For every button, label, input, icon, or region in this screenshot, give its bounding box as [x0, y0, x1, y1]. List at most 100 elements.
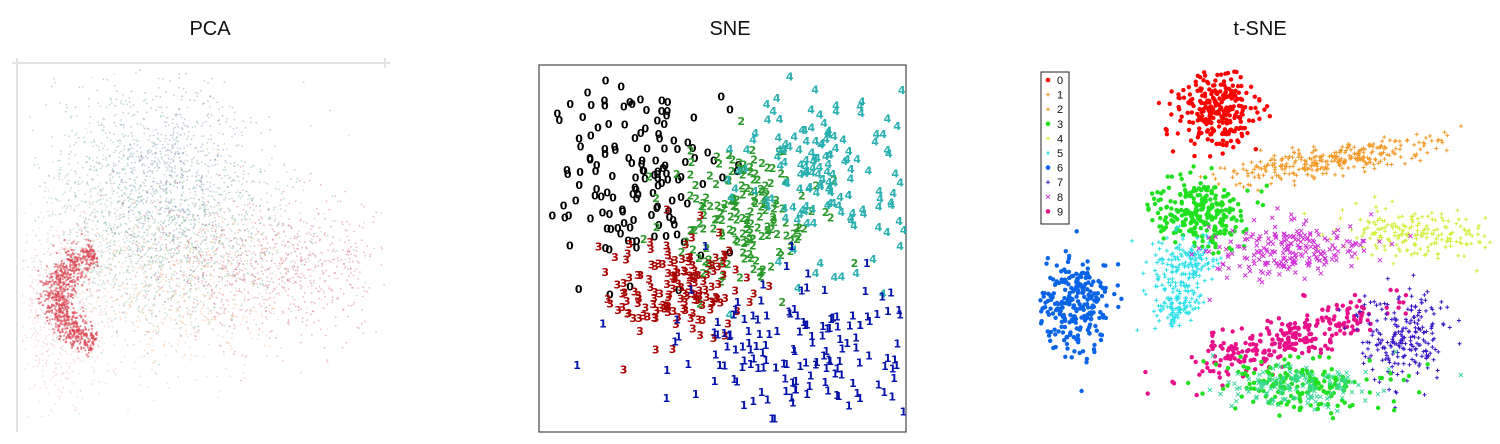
pca-point [250, 240, 253, 242]
pca-point [165, 234, 168, 237]
pca-point [145, 276, 148, 279]
pca-point [87, 235, 89, 237]
pca-point [99, 241, 102, 244]
pca-point [98, 162, 101, 165]
pca-point [27, 363, 29, 366]
pca-point [51, 213, 54, 216]
pca-point [38, 358, 41, 360]
pca-point [106, 106, 108, 109]
pca-point [203, 211, 206, 213]
pca-point [346, 279, 348, 282]
pca-point [75, 246, 77, 249]
pca-point [243, 216, 246, 219]
pca-point [41, 304, 44, 307]
pca-point [233, 315, 236, 318]
pca-point [93, 266, 96, 269]
pca-point [161, 206, 163, 209]
pca-point [289, 277, 291, 280]
pca-point [166, 162, 169, 164]
pca-point [236, 262, 238, 264]
pca-point [243, 298, 246, 301]
pca-point [201, 319, 204, 321]
pca-point [106, 246, 108, 249]
pca-point [192, 216, 194, 219]
pca-point [120, 150, 123, 153]
pca-point [255, 267, 257, 269]
pca-point [256, 297, 259, 299]
pca-point [137, 196, 140, 198]
pca-point [336, 257, 339, 259]
pca-point [178, 319, 181, 322]
pca-point [257, 278, 260, 280]
pca-point [146, 255, 149, 258]
pca-point [263, 298, 265, 301]
pca-point [168, 139, 171, 142]
pca-point [180, 194, 183, 197]
pca-point [163, 160, 165, 163]
pca-point [147, 298, 150, 301]
pca-point [233, 219, 236, 222]
pca-point [183, 230, 186, 233]
pca-point [102, 280, 105, 283]
pca-point [78, 229, 80, 232]
pca-point [215, 311, 218, 314]
pca-point [170, 209, 173, 212]
pca-point [320, 299, 323, 301]
pca-point [212, 302, 215, 305]
pca-point [77, 258, 80, 261]
pca-point [114, 244, 117, 246]
pca-point [123, 199, 126, 202]
pca-point [257, 230, 259, 233]
pca-point [274, 234, 277, 237]
pca-point [168, 212, 171, 214]
pca-point [144, 289, 147, 292]
pca-point [68, 298, 70, 301]
pca-point [65, 362, 68, 365]
pca-point [183, 354, 185, 357]
pca-point [250, 181, 253, 184]
pca-point [91, 312, 94, 315]
pca-point [182, 209, 184, 212]
pca-point [151, 172, 154, 174]
pca-point [105, 222, 107, 225]
pca-point [186, 138, 188, 141]
pca-point [239, 166, 242, 168]
pca-point [168, 219, 171, 222]
pca-point [315, 287, 317, 290]
pca-point [357, 278, 360, 280]
pca-point [58, 168, 60, 171]
pca-point [153, 177, 156, 180]
pca-point [138, 292, 140, 295]
pca-point [160, 220, 163, 222]
pca-point [162, 228, 164, 231]
pca-point [129, 144, 132, 147]
pca-point [221, 177, 223, 180]
pca-point [175, 259, 178, 261]
pca-point [221, 114, 224, 117]
pca-point [174, 182, 177, 185]
pca-point [271, 228, 274, 231]
pca-point [203, 265, 206, 268]
pca-point [148, 211, 151, 214]
pca-point [237, 273, 239, 276]
pca-point [62, 387, 65, 389]
pca-point [179, 211, 182, 214]
pca-point [186, 228, 189, 231]
pca-point [105, 159, 108, 162]
pca-point [91, 296, 93, 298]
pca-point [301, 263, 303, 266]
pca-point [190, 256, 192, 259]
pca-point [281, 360, 284, 362]
pca-point [90, 294, 92, 296]
pca-point [353, 270, 356, 272]
pca-point [133, 235, 136, 238]
pca-point [146, 191, 149, 194]
pca-point [137, 231, 140, 233]
pca-point [168, 261, 171, 263]
pca-point [207, 200, 209, 203]
pca-point [343, 267, 346, 269]
pca-point [237, 176, 240, 178]
pca-point [80, 227, 83, 230]
pca-point [162, 264, 165, 266]
pca-point [87, 239, 90, 242]
